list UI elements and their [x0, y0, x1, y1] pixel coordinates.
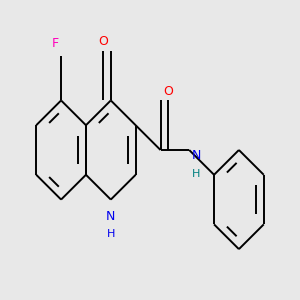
Text: H: H: [106, 229, 115, 239]
Text: N: N: [192, 149, 201, 162]
Text: F: F: [51, 38, 58, 50]
Text: N: N: [106, 210, 116, 223]
Text: H: H: [192, 169, 200, 179]
Text: O: O: [164, 85, 173, 98]
Text: O: O: [98, 35, 108, 48]
